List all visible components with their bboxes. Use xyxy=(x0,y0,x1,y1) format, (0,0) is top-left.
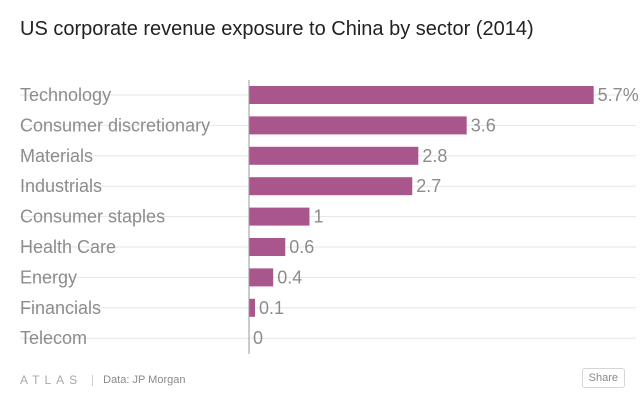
category-label: Technology xyxy=(20,85,111,105)
bar[interactable] xyxy=(249,177,413,196)
value-label: 0.6 xyxy=(289,237,314,257)
value-label: 2.7 xyxy=(416,176,441,196)
category-label: Consumer discretionary xyxy=(20,115,210,135)
bar[interactable] xyxy=(249,268,274,287)
atlas-logo[interactable]: ATLAS xyxy=(20,373,83,387)
footer-divider xyxy=(92,374,94,386)
category-label: Consumer staples xyxy=(20,207,165,227)
value-label: 2.8 xyxy=(422,146,447,166)
category-label: Energy xyxy=(20,267,77,287)
bars xyxy=(249,86,594,317)
value-label: 0.4 xyxy=(277,267,302,287)
category-label: Materials xyxy=(20,146,93,166)
value-labels: 5.7% 3.6 2.8 2.7 1 0.6 0.4 0.1 0 xyxy=(253,85,639,348)
category-labels: Technology Consumer discretionary Material… xyxy=(20,85,210,348)
bar[interactable] xyxy=(249,146,419,165)
value-label: 1 xyxy=(313,207,323,227)
bar[interactable] xyxy=(249,238,286,256)
share-button[interactable]: Share xyxy=(581,368,625,388)
chart-footer: ATLAS Data: JP Morgan xyxy=(20,372,185,388)
value-label: 5.7% xyxy=(598,85,639,105)
value-label: 3.6 xyxy=(471,115,496,135)
category-label: Financials xyxy=(20,298,101,318)
bar[interactable] xyxy=(249,298,256,317)
data-source: Data: JP Morgan xyxy=(103,374,186,386)
bar[interactable] xyxy=(249,116,467,135)
category-label: Health Care xyxy=(20,237,116,257)
category-label: Industrials xyxy=(20,176,102,196)
bar[interactable] xyxy=(249,207,310,226)
category-label: Telecom xyxy=(20,328,87,348)
value-label: 0.1 xyxy=(259,298,284,318)
chart-title: US corporate revenue exposure to China b… xyxy=(20,18,534,40)
bar[interactable] xyxy=(249,86,594,104)
value-label: 0 xyxy=(253,328,263,348)
